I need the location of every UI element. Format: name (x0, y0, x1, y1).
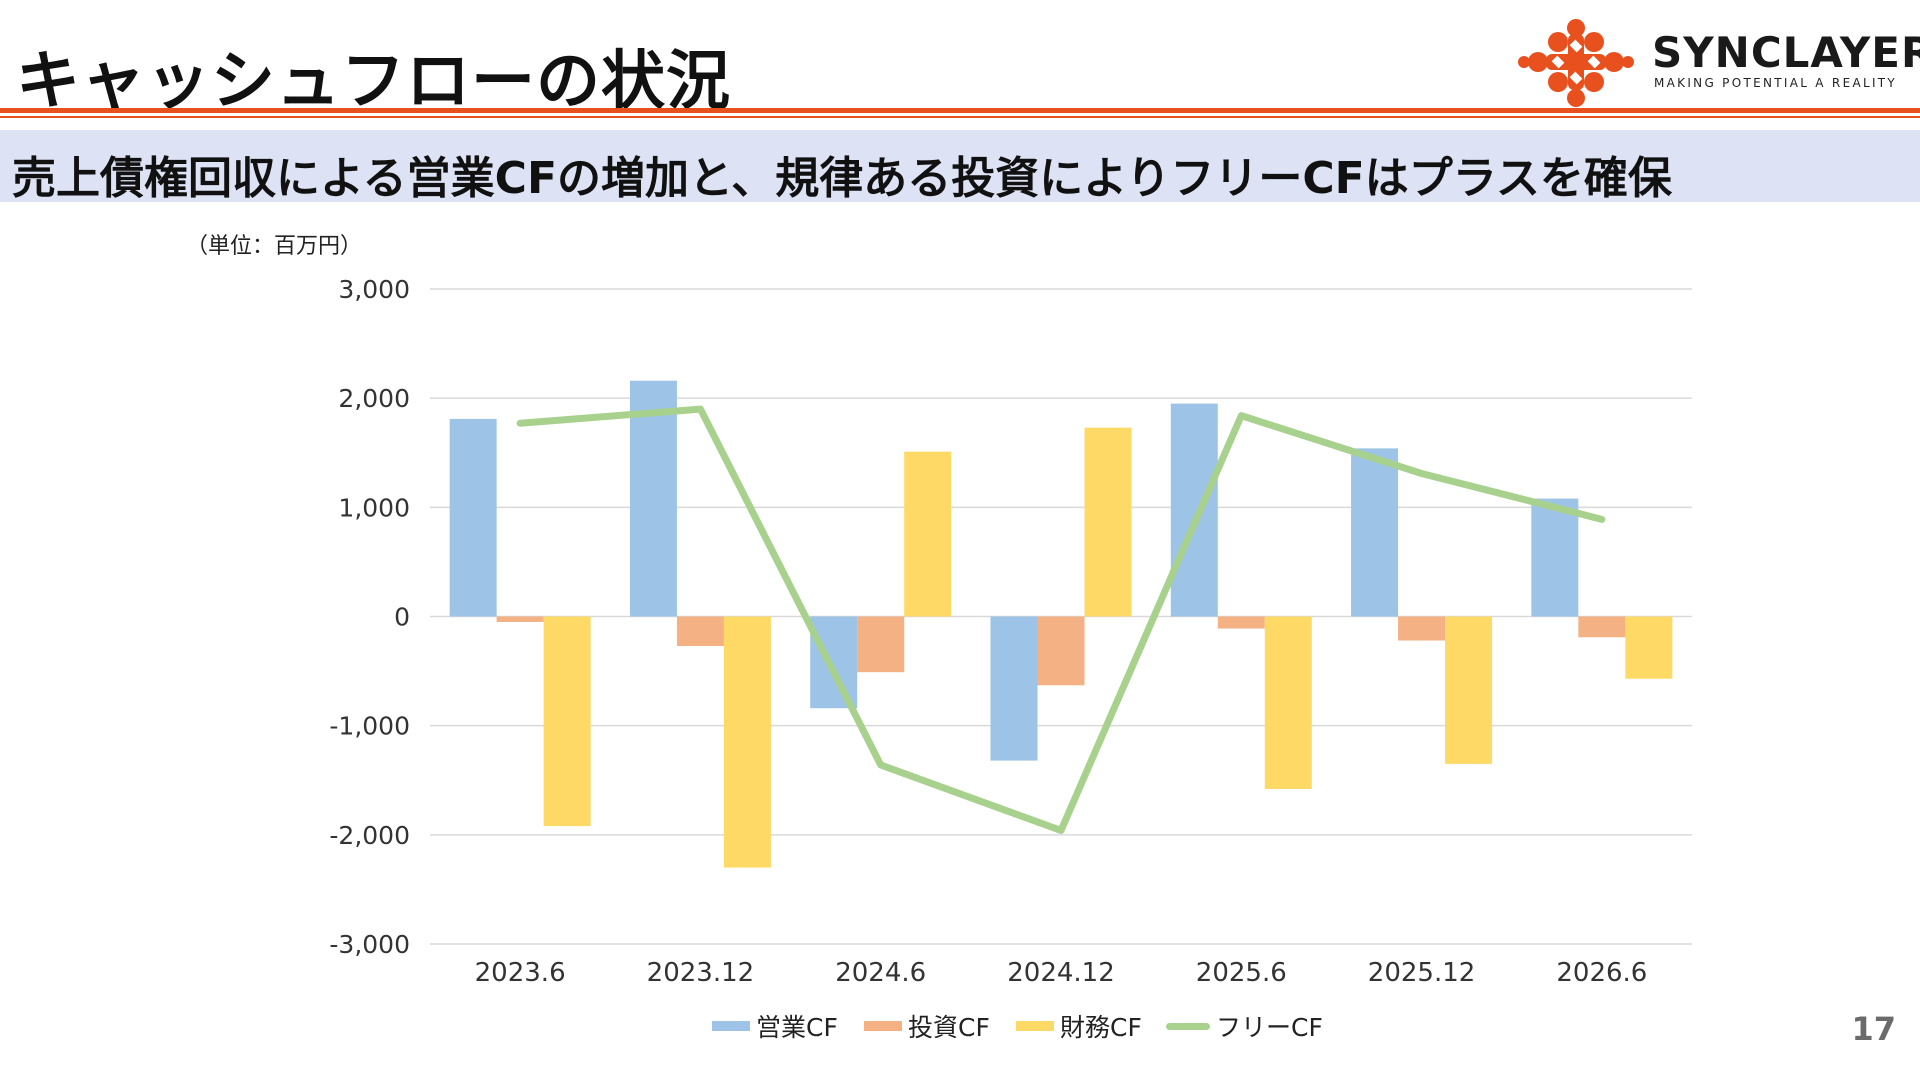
bar-investing (676, 616, 724, 646)
page-subtitle: 売上債権回収による営業CFの増加と、規律ある投資によりフリーCFはプラスを確保 (12, 153, 1672, 204)
bar-investing (1578, 616, 1626, 638)
bar-investing (1217, 616, 1265, 629)
bar-operating (1351, 448, 1399, 617)
legend-swatch (712, 1021, 750, 1031)
bar-financing (723, 616, 771, 868)
bar-operating (1170, 403, 1218, 617)
legend-label: フリーCF (1216, 1013, 1323, 1042)
bar-investing (1398, 616, 1446, 641)
legend-item: 財務CF (1016, 1008, 1142, 1044)
bar-financing (1084, 427, 1132, 617)
line-free-cf (516, 405, 1606, 834)
legend-swatch (864, 1021, 902, 1031)
bar-operating (810, 616, 858, 709)
y-tick-label: 2,000 (338, 384, 410, 413)
y-tick-label: 1,000 (338, 493, 410, 522)
bar-financing (543, 616, 591, 827)
bar-financing (1264, 616, 1312, 789)
legend-item: 営業CF (712, 1008, 838, 1044)
legend-item: 投資CF (864, 1008, 990, 1044)
page-title: キャッシュフローの状況 (16, 45, 731, 119)
y-tick-label: -1,000 (329, 712, 410, 741)
y-tick-label: 3,000 (338, 275, 410, 304)
bar-financing (1625, 616, 1673, 679)
company-logo-icon (1518, 19, 1634, 107)
header-rule-thin (0, 116, 1920, 118)
bar-investing (1037, 616, 1085, 686)
x-tick-label: 2024.6 (835, 958, 926, 988)
brand-tagline: MAKING POTENTIAL A REALITY (1654, 76, 1898, 90)
y-tick-label: -2,000 (329, 821, 410, 850)
bar-operating (1531, 498, 1579, 617)
x-tick-label: 2023.12 (647, 958, 755, 988)
page-number: 17 (1851, 1010, 1896, 1048)
legend-label: 営業CF (756, 1013, 838, 1042)
legend-swatch (1016, 1021, 1054, 1031)
bar-investing (857, 616, 905, 673)
legend-item: フリーCF (1166, 1008, 1323, 1044)
bar-financing (904, 451, 952, 617)
legend-swatch (1166, 1022, 1210, 1030)
bar-operating (990, 616, 1038, 761)
subtitle-band (0, 130, 1920, 202)
x-tick-label: 2025.6 (1196, 958, 1287, 988)
x-tick-label: 2026.6 (1556, 958, 1647, 988)
brand-name: SYNCLAYER (1652, 28, 1920, 77)
x-tick-label: 2024.12 (1007, 958, 1115, 988)
x-tick-label: 2023.6 (475, 958, 566, 988)
y-tick-label: 0 (394, 603, 410, 632)
unit-label: （単位：百万円） (186, 234, 363, 259)
legend-label: 投資CF (908, 1013, 990, 1042)
x-tick-label: 2025.12 (1368, 958, 1476, 988)
bar-investing (496, 616, 544, 622)
header-rule (0, 108, 1920, 113)
bar-financing (1445, 616, 1493, 764)
legend-label: 財務CF (1060, 1013, 1142, 1042)
chart-legend: 営業CF 投資CF 財務CF フリーCF (0, 1008, 1920, 1048)
bar-operating (449, 418, 497, 617)
y-tick-label: -3,000 (329, 930, 410, 959)
bar-operating (629, 380, 677, 617)
